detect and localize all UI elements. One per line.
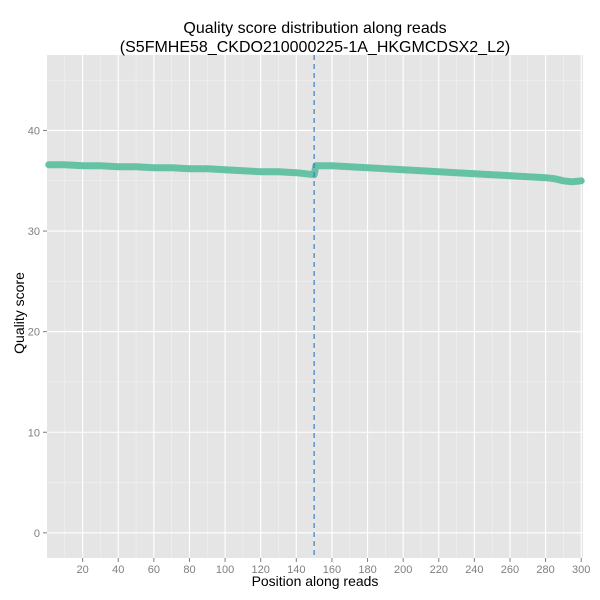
x-tick-label: 300 — [572, 564, 590, 576]
y-tick-label: 20 — [28, 327, 40, 339]
series-layer — [45, 161, 585, 186]
x-tick-label: 40 — [112, 564, 124, 576]
y-tick-label: 10 — [28, 427, 40, 439]
x-tick-label: 20 — [76, 564, 88, 576]
x-tick-label: 240 — [465, 564, 483, 576]
y-tick-label: 0 — [34, 528, 40, 540]
x-tick-label: 200 — [394, 564, 412, 576]
y-axis-title: Quality score — [11, 272, 27, 354]
x-tick-label: 140 — [287, 564, 305, 576]
x-tick-label: 60 — [148, 564, 160, 576]
x-tick-label: 220 — [430, 564, 448, 576]
x-axis-ticks: 20 40 60 80 100 120 140 160 180 200 220 240 260 280 30… — [76, 558, 590, 576]
x-tick-label: 160 — [323, 564, 341, 576]
x-tick-label: 80 — [183, 564, 195, 576]
y-tick-label: 40 — [28, 125, 40, 137]
x-tick-label: 260 — [501, 564, 519, 576]
x-tick-label: 100 — [216, 564, 234, 576]
y-tick-label: 30 — [28, 226, 40, 238]
x-tick-label: 280 — [536, 564, 554, 576]
grid-major — [47, 55, 583, 558]
x-tick-label: 120 — [252, 564, 270, 576]
quality-series-line — [45, 161, 585, 186]
chart-subtitle: (S5FMHE58_CKDO210000225-1A_HKGMCDSX2_L2) — [120, 39, 510, 56]
x-tick-label: 180 — [358, 564, 376, 576]
y-axis-ticks: 0 10 20 30 40 — [28, 125, 47, 540]
x-axis-title: Position along reads — [252, 573, 379, 589]
chart-title: Quality score distribution along reads — [183, 20, 446, 37]
